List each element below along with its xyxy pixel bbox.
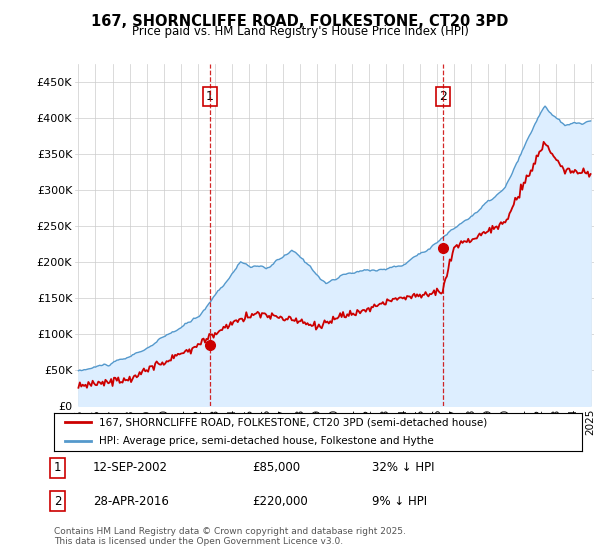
- Text: 28-APR-2016: 28-APR-2016: [93, 494, 169, 508]
- Text: HPI: Average price, semi-detached house, Folkestone and Hythe: HPI: Average price, semi-detached house,…: [99, 436, 434, 446]
- Text: Contains HM Land Registry data © Crown copyright and database right 2025.
This d: Contains HM Land Registry data © Crown c…: [54, 526, 406, 546]
- Text: 12-SEP-2002: 12-SEP-2002: [93, 461, 168, 474]
- Text: 167, SHORNCLIFFE ROAD, FOLKESTONE, CT20 3PD (semi-detached house): 167, SHORNCLIFFE ROAD, FOLKESTONE, CT20 …: [99, 417, 487, 427]
- Text: 32% ↓ HPI: 32% ↓ HPI: [372, 461, 434, 474]
- Text: £220,000: £220,000: [252, 494, 308, 508]
- Text: Price paid vs. HM Land Registry's House Price Index (HPI): Price paid vs. HM Land Registry's House …: [131, 25, 469, 38]
- Text: 1: 1: [206, 90, 214, 103]
- Text: 2: 2: [54, 494, 62, 508]
- Text: £85,000: £85,000: [252, 461, 300, 474]
- Text: 1: 1: [54, 461, 62, 474]
- Text: 2: 2: [439, 90, 446, 103]
- Text: 167, SHORNCLIFFE ROAD, FOLKESTONE, CT20 3PD: 167, SHORNCLIFFE ROAD, FOLKESTONE, CT20 …: [91, 14, 509, 29]
- Text: 9% ↓ HPI: 9% ↓ HPI: [372, 494, 427, 508]
